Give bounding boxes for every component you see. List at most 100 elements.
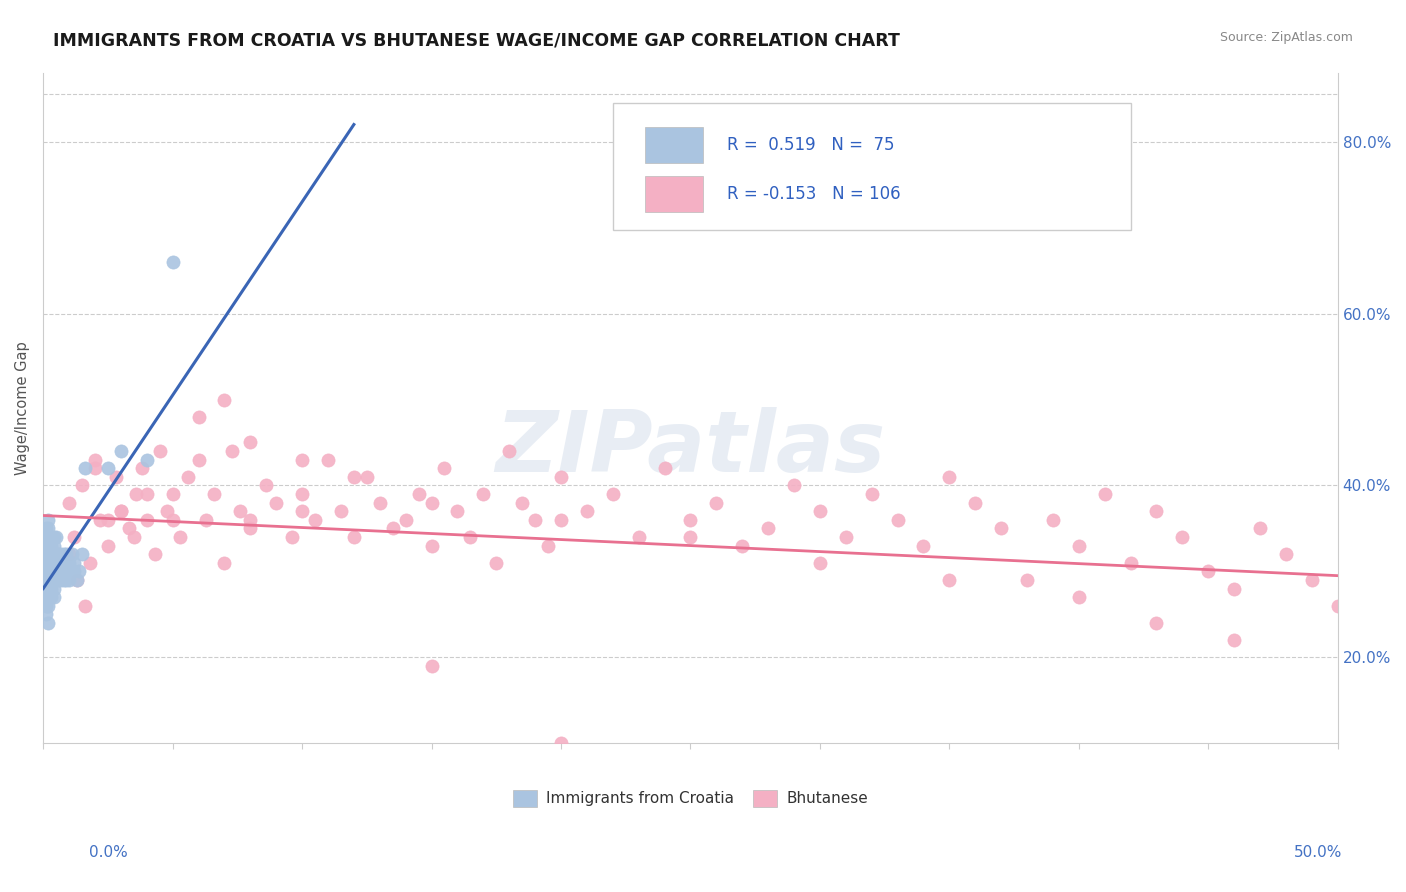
Point [162, 513, 184, 527]
FancyBboxPatch shape [613, 103, 1130, 230]
Point [602, 487, 624, 501]
Point [162, 255, 184, 269]
Point [42, 590, 65, 604]
Point [67, 565, 90, 579]
Point [550, 470, 572, 484]
Point [35, 607, 58, 622]
Point [84, 452, 107, 467]
Point [42, 530, 65, 544]
Point [1042, 513, 1064, 527]
Point [1067, 539, 1090, 553]
Point [39, 573, 62, 587]
Point [58, 573, 80, 587]
Point [1144, 504, 1167, 518]
Point [110, 444, 132, 458]
Point [860, 487, 883, 501]
Point [52, 573, 75, 587]
Point [135, 513, 157, 527]
Point [52, 565, 75, 579]
Point [39, 556, 62, 570]
Point [135, 487, 157, 501]
Point [51, 556, 73, 570]
Point [70, 478, 93, 492]
Point [51, 573, 73, 587]
Point [42, 539, 65, 553]
Point [1197, 565, 1219, 579]
FancyBboxPatch shape [645, 127, 703, 163]
Text: R = -0.153   N = 106: R = -0.153 N = 106 [727, 185, 900, 203]
Point [1171, 530, 1194, 544]
Point [58, 565, 80, 579]
Point [37, 521, 59, 535]
Point [938, 573, 960, 587]
Point [135, 452, 157, 467]
Point [45, 573, 67, 587]
Point [575, 504, 598, 518]
Point [37, 530, 59, 544]
Point [122, 530, 145, 544]
Point [550, 513, 572, 527]
Point [51, 547, 73, 561]
Point [510, 495, 533, 509]
Point [239, 513, 262, 527]
Point [537, 539, 560, 553]
Point [97, 539, 120, 553]
Point [104, 470, 127, 484]
Point [420, 658, 443, 673]
Point [63, 556, 86, 570]
Point [239, 521, 262, 535]
Point [48, 573, 70, 587]
Point [42, 573, 65, 587]
Point [42, 547, 65, 561]
Point [63, 565, 86, 579]
Point [66, 573, 89, 587]
Point [316, 452, 339, 467]
Point [35, 573, 58, 587]
Point [1015, 573, 1038, 587]
Point [149, 444, 172, 458]
Point [45, 547, 67, 561]
Point [45, 556, 67, 570]
Point [187, 452, 209, 467]
Point [1067, 590, 1090, 604]
Point [37, 556, 59, 570]
Point [433, 461, 456, 475]
Point [55, 565, 77, 579]
Point [498, 444, 520, 458]
Point [1094, 487, 1116, 501]
Point [39, 547, 62, 561]
Point [63, 530, 86, 544]
Point [37, 599, 59, 613]
Point [169, 530, 191, 544]
Text: ZIPatlas: ZIPatlas [495, 407, 886, 490]
Point [1119, 556, 1142, 570]
Text: IMMIGRANTS FROM CROATIA VS BHUTANESE WAGE/INCOME GAP CORRELATION CHART: IMMIGRANTS FROM CROATIA VS BHUTANESE WAG… [53, 31, 900, 49]
Text: 0.0%: 0.0% [89, 845, 128, 860]
Point [35, 582, 58, 596]
Point [356, 470, 378, 484]
FancyBboxPatch shape [645, 176, 703, 212]
Point [343, 530, 366, 544]
Point [264, 495, 287, 509]
Point [704, 495, 727, 509]
Point [125, 487, 148, 501]
Point [55, 547, 77, 561]
Point [202, 487, 225, 501]
Point [420, 495, 443, 509]
Point [485, 556, 508, 570]
Point [460, 530, 482, 544]
Point [37, 615, 59, 630]
Point [1223, 582, 1246, 596]
Point [195, 513, 218, 527]
Point [45, 565, 67, 579]
Point [304, 513, 326, 527]
Point [654, 461, 676, 475]
Point [229, 504, 252, 518]
Point [39, 530, 62, 544]
Point [37, 582, 59, 596]
Point [60, 547, 83, 561]
Point [1249, 521, 1271, 535]
Point [58, 556, 80, 570]
Text: 50.0%: 50.0% [1295, 845, 1343, 860]
Point [35, 547, 58, 561]
